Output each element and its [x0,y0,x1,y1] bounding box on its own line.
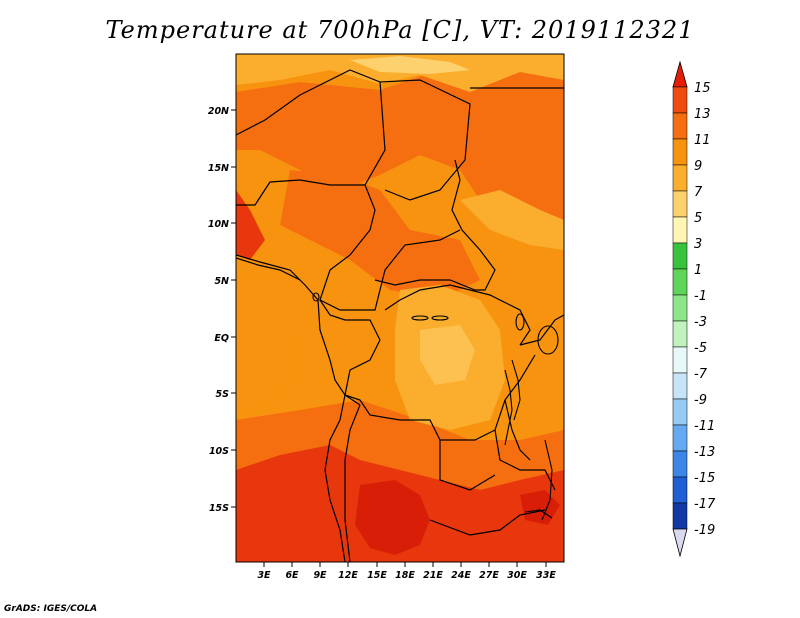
temperature-field [236,54,564,562]
colorbar-label: 11 [694,133,711,148]
colorbar-label: -13 [694,445,715,460]
colorbar-segment [672,372,688,400]
y-tick-label: 10N [208,219,229,230]
x-tick-label: 6E [285,570,299,581]
grads-credit: GrADS: IGES/COLA [4,604,98,614]
colorbar-segment [672,476,688,504]
colorbar-segment [672,502,688,530]
colorbar-label: -17 [694,497,716,512]
y-tick-label: 15S [209,503,229,514]
colorbar-segment [672,450,688,478]
map-frame [235,53,565,563]
x-tick-label: 30E [507,570,527,581]
x-axis: 3E 6E 9E 12E 15E 18E 21E 24E 27E 30E 33E [257,562,556,581]
colorbar-segment [672,424,688,452]
colorbar-label: 9 [694,159,702,174]
colorbar-label: 7 [694,185,703,200]
x-tick-label: 18E [395,570,415,581]
y-axis: 20N 15N 10N 5N EQ 5S 10S 15S [208,106,236,514]
coastline [236,254,346,562]
colorbar-label: -15 [694,471,715,486]
colorbar-label: -11 [694,419,715,434]
y-tick-label: 15N [208,163,229,174]
colorbar-segment [672,112,688,140]
colorbar-segment [672,294,688,322]
colorbar-label: -9 [694,393,707,408]
colorbar-label: -3 [694,315,707,330]
x-tick-label: 27E [479,570,499,581]
colorbar-segment [672,164,688,192]
x-tick-label: 9E [313,570,327,581]
colorbar-segment [672,138,688,166]
colorbar-label: 15 [694,81,711,96]
colorbar-segment [672,190,688,218]
colorbar-segment [672,398,688,426]
y-tick-label: EQ [214,333,229,344]
colorbar-label: 5 [694,211,702,226]
x-tick-label: 15E [367,570,387,581]
y-tick-label: 5N [214,276,229,287]
colorbar-label: -1 [694,289,707,304]
colorbar-label: 13 [694,107,711,122]
x-tick-label: 33E [536,570,556,581]
colorbar-label: 1 [694,263,702,278]
colorbar: 15 13 11 9 7 5 3 1 -1 -3 -5 -7 -9 -11 -1… [672,60,716,558]
x-tick-label: 24E [451,570,471,581]
colorbar-bottom-arrow [672,528,688,558]
colorbar-segment [672,86,688,114]
y-tick-label: 10S [209,446,229,457]
colorbar-segment [672,320,688,348]
x-tick-label: 21E [423,570,443,581]
y-tick-label: 20N [208,106,229,117]
lakes [312,292,559,521]
colorbar-segment [672,346,688,374]
colorbar-segment [672,216,688,244]
y-tick-label: 5S [216,389,230,400]
colorbar-label: -19 [694,523,715,538]
map-title: Temperature at 700hPa [C], VT: 201911232… [105,16,695,44]
colorbar-label: -5 [694,341,707,356]
country-borders [236,69,564,562]
x-tick-label: 12E [338,570,358,581]
colorbar-label: -7 [694,367,708,382]
colorbar-top-arrow [672,60,688,88]
colorbar-label: 3 [694,237,702,252]
colorbar-segment [672,242,688,270]
x-tick-label: 3E [257,570,271,581]
colorbar-segment [672,268,688,296]
